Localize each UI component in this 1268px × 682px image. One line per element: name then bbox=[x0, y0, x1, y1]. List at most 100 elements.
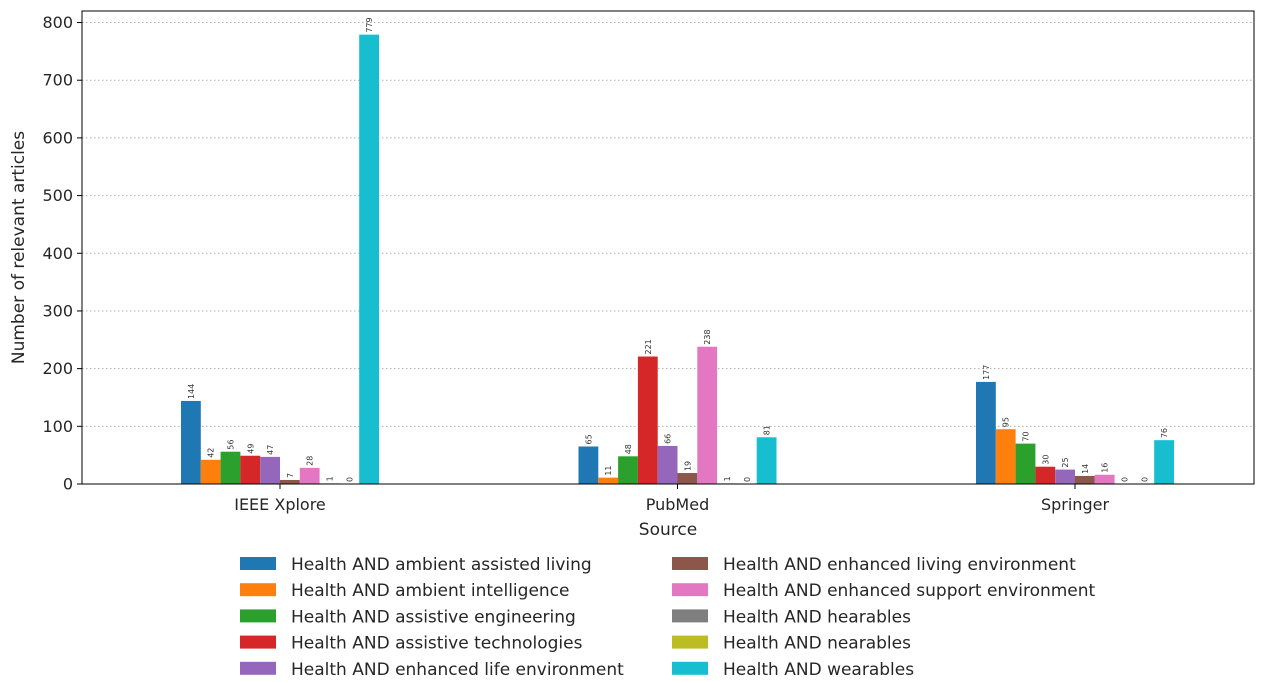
legend-swatch bbox=[240, 583, 276, 597]
legend-swatch bbox=[672, 557, 708, 570]
bar-value-label: 25 bbox=[1061, 457, 1070, 467]
x-tick-label: IEEE Xplore bbox=[234, 495, 326, 514]
bar-value-label: 47 bbox=[266, 445, 275, 455]
bar bbox=[618, 456, 638, 484]
bar bbox=[1055, 469, 1075, 484]
bar-value-label: 16 bbox=[1101, 463, 1110, 473]
bar bbox=[1094, 474, 1115, 484]
y-tick-label: 0 bbox=[63, 475, 73, 494]
bar-value-label: 19 bbox=[683, 461, 692, 471]
legend-swatch bbox=[240, 661, 276, 675]
y-axis-title: Number of relevant articles bbox=[9, 131, 29, 364]
legend-label: Health AND nearables bbox=[723, 634, 911, 654]
bar bbox=[280, 479, 300, 484]
bar-value-label: 0 bbox=[1121, 477, 1130, 482]
grid-lines bbox=[82, 22, 1254, 427]
bar-value-label: 30 bbox=[1041, 455, 1050, 465]
legend-label: Health AND assistive technologies bbox=[291, 634, 583, 654]
legend-entry: Health AND enhanced life environment bbox=[240, 660, 624, 680]
bar-value-label: 238 bbox=[703, 329, 712, 344]
legend-swatch bbox=[240, 557, 276, 570]
legend-entry: Health AND assistive engineering bbox=[240, 607, 576, 627]
y-tick-label: 700 bbox=[42, 71, 73, 90]
bar-value-label: 28 bbox=[306, 456, 315, 466]
bar bbox=[657, 445, 678, 484]
bar-value-label: 66 bbox=[664, 434, 673, 444]
bar-value-label: 65 bbox=[584, 434, 593, 444]
x-axis-title: Source bbox=[639, 520, 697, 540]
legend-entry: Health AND wearables bbox=[672, 660, 914, 680]
y-tick-label: 400 bbox=[42, 244, 73, 263]
y-tick-label: 500 bbox=[42, 186, 73, 205]
bar bbox=[260, 456, 280, 484]
bar bbox=[637, 356, 658, 484]
legend: Health AND ambient assisted living Health… bbox=[240, 555, 1096, 680]
bar bbox=[299, 467, 320, 484]
legend-swatch bbox=[672, 635, 708, 649]
y-tick-label: 200 bbox=[42, 359, 73, 378]
bar bbox=[1154, 440, 1174, 484]
legend-swatch bbox=[672, 609, 708, 623]
bar-value-label: 7 bbox=[286, 473, 295, 478]
legend-label: Health AND ambient intelligence bbox=[291, 581, 569, 601]
bar bbox=[181, 400, 201, 484]
y-tick-label: 300 bbox=[42, 301, 73, 320]
bar-value-label: 1 bbox=[326, 476, 335, 481]
legend-label: Health AND assistive engineering bbox=[291, 607, 576, 627]
y-tick-label: 100 bbox=[42, 417, 73, 436]
bar-value-label: 14 bbox=[1081, 464, 1090, 474]
bar bbox=[359, 34, 379, 485]
legend-label: Health AND ambient assisted living bbox=[291, 555, 592, 575]
bar-value-label: 48 bbox=[624, 444, 633, 454]
bar-value-label: 70 bbox=[1022, 431, 1031, 441]
bar bbox=[578, 446, 599, 484]
bar-value-label: 221 bbox=[644, 339, 653, 354]
bar bbox=[976, 381, 996, 484]
x-tick-label: PubMed bbox=[646, 495, 709, 514]
bar-value-label: 144 bbox=[187, 384, 196, 399]
bar-value-label: 11 bbox=[604, 465, 613, 475]
bar bbox=[995, 429, 1016, 484]
bar bbox=[756, 437, 777, 484]
plot-frame bbox=[81, 10, 1255, 485]
bar-value-label: 177 bbox=[982, 365, 991, 380]
bar-value-label: 49 bbox=[246, 444, 255, 454]
legend-label: Health AND hearables bbox=[723, 607, 911, 627]
bar-value-label: 1 bbox=[723, 476, 732, 481]
bar bbox=[1015, 443, 1036, 484]
legend-swatch bbox=[240, 635, 276, 649]
x-tick-label: Springer bbox=[1041, 495, 1109, 514]
bar-value-label: 76 bbox=[1160, 428, 1169, 438]
legend-swatch bbox=[672, 661, 708, 675]
bar bbox=[220, 451, 241, 484]
legend-entry: Health AND ambient assisted living bbox=[240, 555, 592, 575]
bar bbox=[1075, 475, 1095, 484]
bar-value-label: 95 bbox=[1002, 417, 1011, 427]
bar-value-label: 81 bbox=[763, 425, 772, 435]
bar bbox=[677, 473, 698, 484]
legend-entry: Health AND enhanced living environment bbox=[672, 555, 1076, 575]
legend-entry: Health AND enhanced support environment bbox=[672, 581, 1096, 601]
legend-label: Health AND enhanced support environment bbox=[723, 581, 1096, 601]
legend-entry: Health AND ambient intelligence bbox=[240, 581, 569, 601]
legend-label: Health AND wearables bbox=[723, 660, 914, 680]
bar bbox=[697, 346, 718, 484]
y-tick-label: 600 bbox=[42, 128, 73, 147]
legend-label: Health AND enhanced living environment bbox=[723, 555, 1076, 575]
bar-value-label: 56 bbox=[227, 440, 236, 450]
legend-swatch bbox=[240, 609, 276, 623]
bar-value-label: 42 bbox=[207, 448, 216, 458]
bar bbox=[1035, 466, 1056, 484]
legend-entry: Health AND assistive technologies bbox=[240, 634, 583, 654]
bar-value-label: 0 bbox=[345, 477, 354, 482]
legend-entry: Health AND hearables bbox=[672, 607, 911, 627]
bar bbox=[200, 459, 221, 484]
bar-value-label: 779 bbox=[365, 17, 374, 32]
bar bbox=[598, 477, 619, 484]
legend-swatch bbox=[672, 583, 708, 597]
legend-entry: Health AND nearables bbox=[672, 634, 911, 654]
bar-value-label: 0 bbox=[743, 477, 752, 482]
